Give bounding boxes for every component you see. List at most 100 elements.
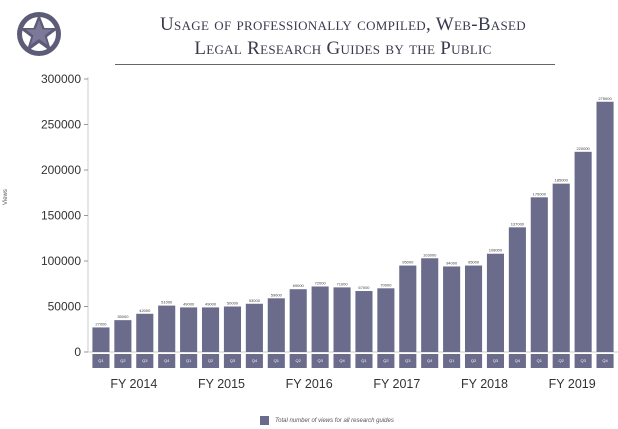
bar-base-label [421,354,439,368]
bar-value-label: 42000 [139,308,151,313]
y-tick-label: 100000 [41,254,81,268]
bar-chart: 300000 250000 200000 150000 100000 50000 0 2700… [41,72,618,391]
bar-base-label [355,354,373,368]
title-underline [115,64,555,65]
y-tick-label: 50000 [48,300,82,314]
bar [486,253,505,352]
bar-value-label: 50000 [227,301,239,306]
bar-value-label: 275000 [598,96,612,101]
quarter-label: Q1 [449,358,455,363]
bar-value-label: 220000 [576,146,590,151]
bar-value-label: 35000 [117,314,129,319]
quarter-label: Q3 [317,358,323,363]
quarter-label: Q1 [186,358,192,363]
bar [136,313,154,352]
quarter-label: Q4 [339,358,345,363]
bar-base-label [245,354,263,368]
bar [289,289,307,352]
bar [333,287,351,352]
fiscal-year-label: FY 2016 [286,377,333,391]
bar-base-label [377,354,395,368]
bar-base-label [596,354,614,368]
chart-title-line-2: Legal Research Guides by the Public [194,38,492,59]
bar-value-label: 69000 [293,283,305,288]
bar-value-label: 53000 [249,298,261,303]
bar [596,101,614,352]
bar-base-label [333,354,351,368]
quarter-label: Q1 [361,358,367,363]
bar-value-label: 71000 [336,281,348,286]
bar-value-label: 72000 [315,280,327,285]
quarter-label: Q3 [142,358,148,363]
bar [552,183,570,352]
bar-value-label: 185000 [555,178,569,183]
quarter-label: Q4 [427,358,433,363]
bar-value-label: 95000 [402,260,414,265]
bar [245,303,263,352]
bar [158,305,176,352]
bar-base-label [267,354,285,368]
quarter-label: Q2 [559,358,565,363]
quarter-label: Q3 [493,358,499,363]
bar-base-label [443,354,461,368]
bar-value-label: 70000 [380,282,392,287]
quarter-label: Q2 [208,358,214,363]
bar-base-label [464,354,483,368]
bar-base-label [92,354,110,368]
quarter-label: Q3 [580,358,586,363]
y-tick-label: 0 [74,345,81,359]
bar-value-label: 94000 [446,260,458,265]
quarter-label: Q3 [230,358,236,363]
y-tick-label: 250000 [41,118,81,132]
bar-value-label: 59000 [271,292,283,297]
bar-base-label [552,354,570,368]
bar [530,197,548,352]
fiscal-year-label: FY 2015 [198,377,245,391]
bar-base-label [136,354,154,368]
quarter-label: Q2 [120,358,126,363]
bar [201,307,220,352]
bar-base-label [158,354,176,368]
bar [464,265,483,352]
quarter-label: Q4 [515,358,521,363]
bar-value-label: 49000 [183,301,195,306]
chart-legend: Total number of views for all research g… [260,416,394,425]
quarter-label: Q1 [537,358,543,363]
fiscal-year-label: FY 2014 [110,377,157,391]
fiscal-year-label: FY 2017 [373,377,420,391]
bar-base-label [223,354,242,368]
legend-swatch [260,416,269,425]
bar-base-label [201,354,220,368]
bar [421,258,439,352]
chart-title-line-1: Usage of professionally compiled, Web-Ba… [160,14,526,35]
y-tick-label: 200000 [41,163,81,177]
bar-base-label [486,354,505,368]
bar-value-label: 27000 [95,321,107,326]
quarter-label: Q3 [405,358,411,363]
bar-value-label: 170000 [533,191,547,196]
quarter-label: Q2 [383,358,389,363]
quarter-label: Q4 [602,358,608,363]
bar-value-label: 108000 [489,248,503,253]
bar [355,291,373,352]
bar [377,288,395,352]
bar-value-label: 137000 [511,221,525,226]
bar-base-label [311,354,329,368]
bar [508,227,526,352]
bar [311,286,329,352]
bar-base-label [399,354,417,368]
bar [114,320,132,352]
quarter-label: Q2 [296,358,302,363]
bar [180,307,198,352]
quarter-label: Q1 [274,358,280,363]
fiscal-year-label: FY 2018 [461,377,508,391]
y-tick-label: 300000 [41,72,81,86]
bar-base-label [289,354,307,368]
bar [223,306,242,352]
bar-value-label: 103000 [423,252,437,257]
bar [267,298,285,352]
bar-base-label [530,354,548,368]
bar [443,266,461,352]
quarter-label: Q1 [98,358,104,363]
bar-value-label: 51000 [161,300,173,305]
